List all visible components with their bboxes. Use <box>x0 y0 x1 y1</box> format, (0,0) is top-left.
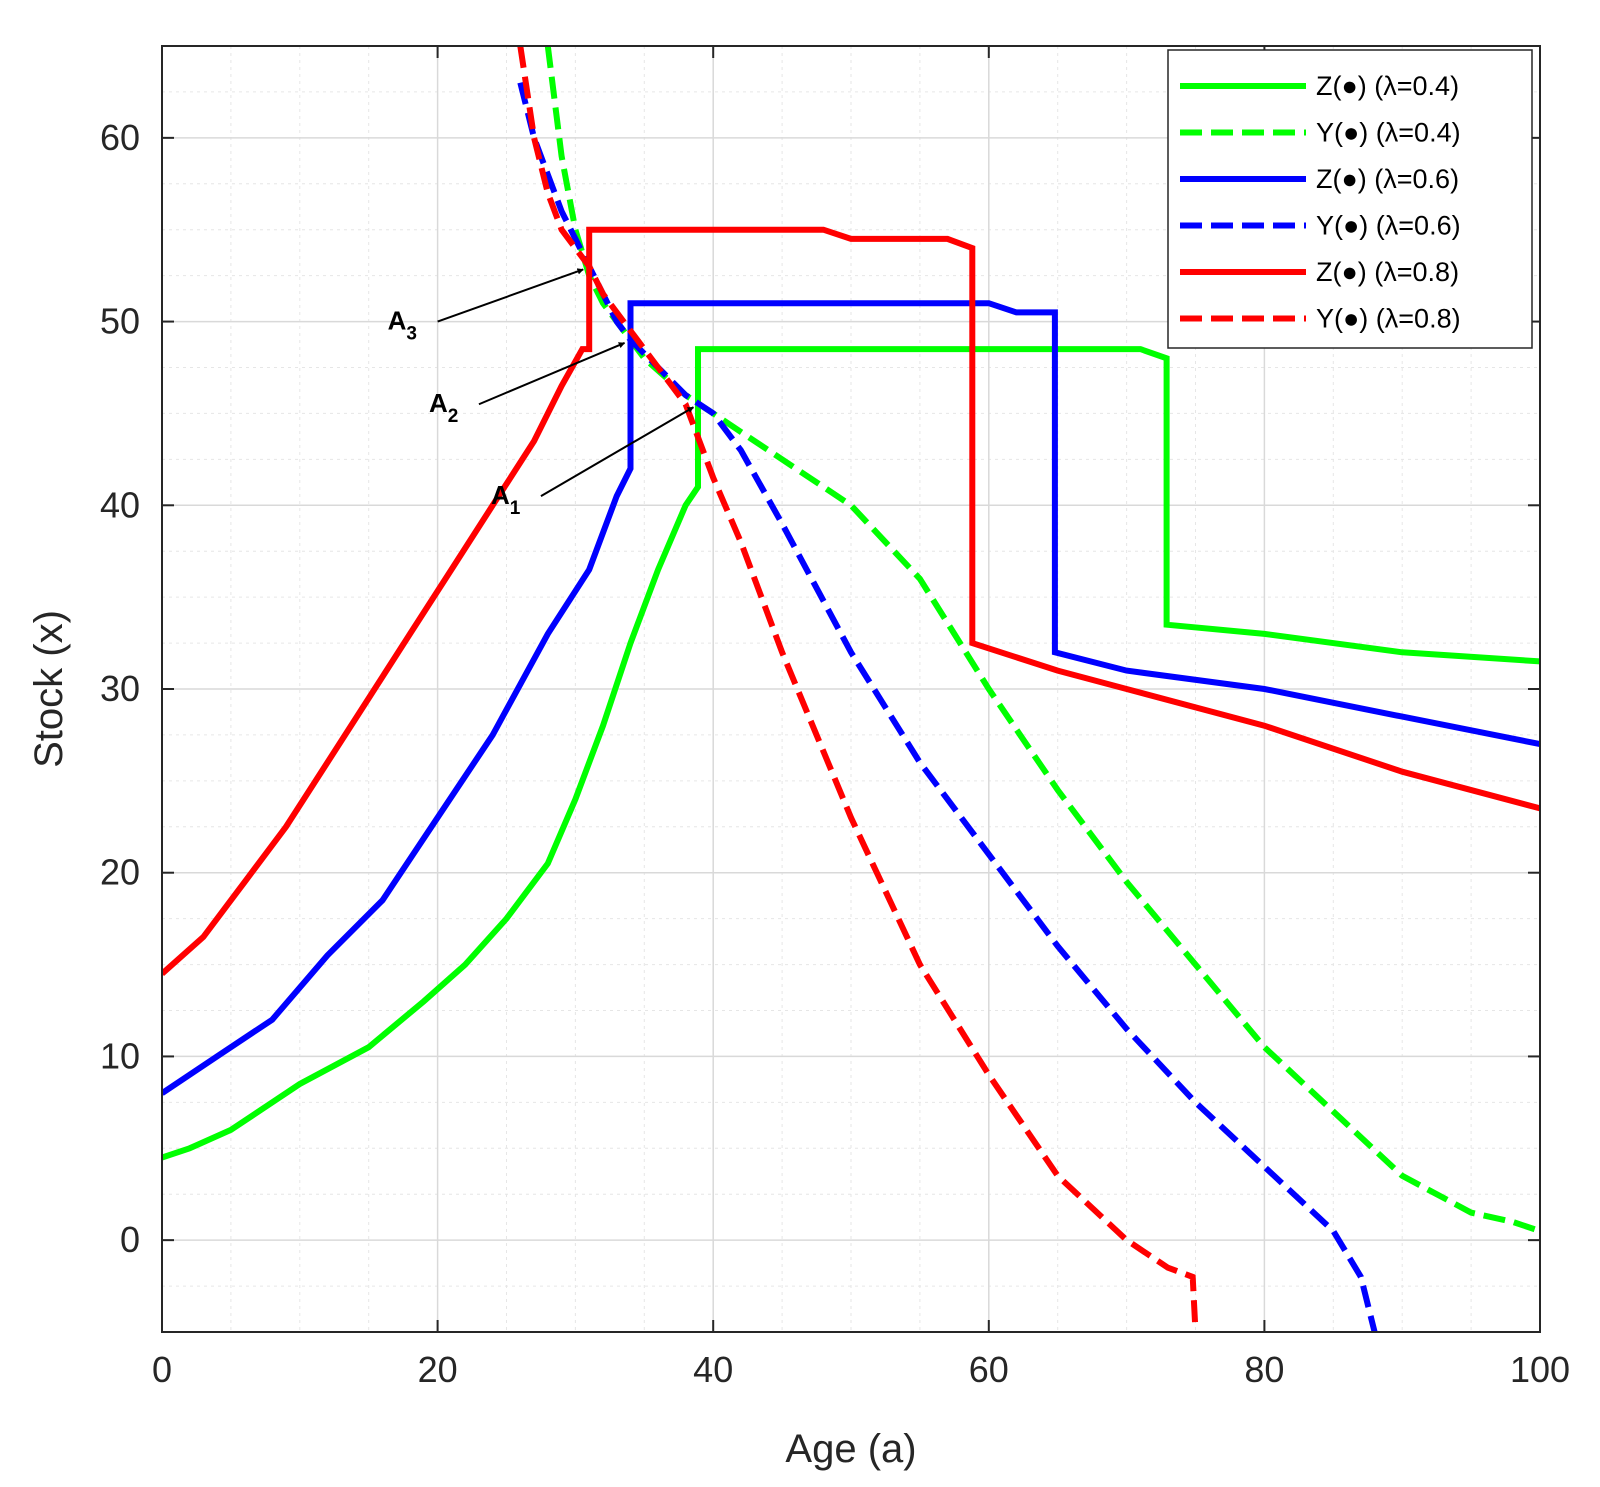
series-line-6 <box>517 46 1199 1332</box>
x-tick-label: 80 <box>1244 1349 1284 1390</box>
annotation-label-1: A1 <box>491 480 521 519</box>
annotation-label-2: A2 <box>429 388 458 427</box>
annotation-main: A <box>429 388 448 418</box>
annotation-sub: 1 <box>510 498 521 519</box>
legend-label-5: Z(●) (λ=0.8) <box>1316 257 1459 287</box>
x-tick-label: 100 <box>1510 1349 1570 1390</box>
annotation-main: A <box>491 480 510 510</box>
x-tick-label: 0 <box>152 1349 172 1390</box>
annotation-sub: 3 <box>406 324 417 345</box>
legend-label-3: Z(●) (λ=0.6) <box>1316 164 1459 194</box>
x-axis-title: Age (a) <box>785 1427 916 1471</box>
y-tick-label: 40 <box>100 484 140 525</box>
legend-label-2: Y(●) (λ=0.4) <box>1316 118 1461 148</box>
annotation-main: A <box>388 306 407 336</box>
series-line-2 <box>544 46 1540 1234</box>
legend: Z(●) (λ=0.4) Y(●) (λ=0.4) Z(●) (λ=0.6) Y(●)… <box>1167 49 1533 349</box>
x-tick-label: 40 <box>693 1349 733 1390</box>
legend-box <box>1167 49 1533 349</box>
y-tick-label: 0 <box>120 1219 140 1260</box>
series-line-3 <box>162 300 1540 1096</box>
y-tick-label: 20 <box>100 852 140 893</box>
y-tick-label: 10 <box>100 1035 140 1076</box>
y-tick-label: 60 <box>100 117 140 158</box>
x-tick-label: 60 <box>969 1349 1009 1390</box>
annotation-arrow-2 <box>478 342 626 406</box>
tick-labels: 0 20 40 60 80 100 0 10 20 30 40 50 60 <box>100 117 1570 1390</box>
annotation-arrow-1 <box>540 406 694 497</box>
legend-label-1: Z(●) (λ=0.4) <box>1316 71 1459 101</box>
legend-label-6: Y(●) (λ=0.8) <box>1316 304 1461 334</box>
series-line-4 <box>517 81 1378 1332</box>
legend-label-4: Y(●) (λ=0.6) <box>1316 211 1461 241</box>
y-axis-title: Stock (x) <box>27 610 71 768</box>
series-line-1 <box>162 346 1540 1161</box>
y-tick-label: 30 <box>100 668 140 709</box>
y-tick-label: 50 <box>100 301 140 342</box>
series-layer <box>162 46 1540 1332</box>
x-tick-label: 20 <box>418 1349 458 1390</box>
annotation-label-3: A3 <box>388 306 417 345</box>
series-line-5 <box>162 226 1540 977</box>
annotation-arrow-3 <box>437 268 584 323</box>
annotation-sub: 2 <box>448 406 459 427</box>
